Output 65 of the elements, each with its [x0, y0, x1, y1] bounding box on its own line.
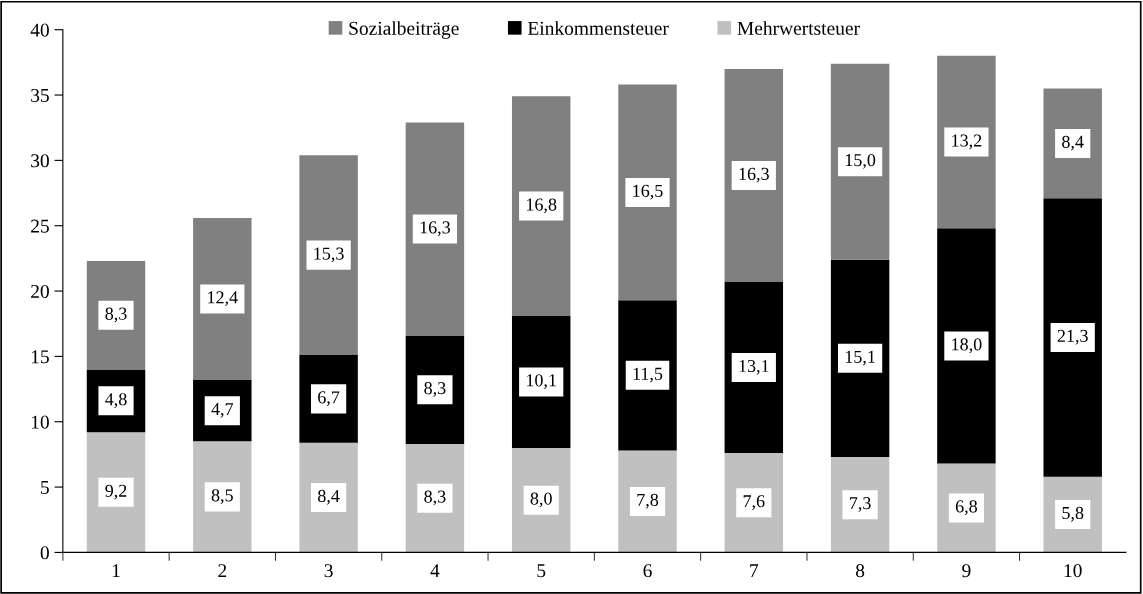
data-label: 9,2 [105, 484, 127, 500]
data-label: 11,5 [633, 367, 663, 383]
data-label: 8,4 [318, 489, 340, 505]
bar [618, 300, 677, 451]
y-tick-label: 15 [31, 350, 49, 364]
legend-label: Mehrwertsteuer [737, 21, 860, 35]
data-label: 4,7 [211, 403, 234, 418]
x-tick-label: 6 [643, 564, 652, 578]
data-label: 8,3 [424, 382, 446, 397]
data-label: 15,1 [845, 350, 875, 366]
bar [830, 259, 890, 458]
y-tick-label: 0 [40, 546, 49, 560]
x-tick-label: 7 [750, 564, 759, 578]
data-label: 5,8 [1062, 506, 1084, 522]
data-label: 18,0 [952, 338, 982, 354]
data-label: 8,5 [211, 489, 233, 504]
bar [724, 68, 784, 282]
bar [405, 122, 465, 336]
data-label: 15,0 [845, 154, 876, 169]
x-tick-label: 5 [537, 564, 546, 578]
x-tick-label: 10 [1064, 564, 1082, 578]
data-label: 8,3 [424, 490, 446, 506]
bar [937, 55, 996, 229]
data-label: 13,1 [739, 359, 769, 375]
data-label: 8,4 [1062, 135, 1084, 151]
data-label: 21,3 [1057, 329, 1088, 345]
y-tick-label: 20 [31, 284, 49, 298]
bar [511, 96, 571, 316]
data-label: 8,3 [105, 307, 127, 323]
bar [724, 281, 784, 454]
data-label: 12,4 [208, 291, 238, 307]
data-label: 8,0 [530, 492, 552, 508]
data-label: 16,3 [420, 221, 450, 237]
data-label: 4,8 [105, 393, 127, 408]
legend-label: Sozialbeiträge [349, 21, 459, 39]
x-tick-label: 2 [218, 564, 227, 578]
y-tick-label: 25 [31, 219, 49, 233]
data-label: 13,2 [952, 134, 982, 150]
bar [299, 155, 358, 356]
bar [937, 228, 996, 464]
data-label: 16,5 [633, 184, 663, 200]
x-tick-label: 9 [962, 564, 971, 578]
x-tick-label: 1 [112, 564, 120, 578]
legend-label: Einkommensteuer [527, 21, 669, 35]
bar [193, 217, 252, 380]
data-label: 7,3 [850, 497, 871, 512]
x-tick-label: 4 [430, 564, 440, 578]
bar [830, 63, 890, 260]
y-tick-label: 5 [41, 481, 49, 495]
data-label: 7,8 [637, 493, 659, 509]
data-label: 16,3 [739, 167, 769, 183]
data-label: 15,3 [314, 247, 344, 263]
data-label: 16,8 [527, 198, 557, 214]
y-tick-label: 10 [31, 415, 49, 429]
x-tick-label: 8 [855, 564, 865, 578]
y-tick-label: 35 [31, 88, 49, 102]
x-tick-label: 3 [324, 564, 333, 578]
y-tick-label: 40 [30, 23, 49, 37]
data-label: 6,7 [318, 391, 340, 406]
data-label: 6,8 [955, 500, 977, 516]
bar [1043, 198, 1102, 477]
data-label: 7,6 [743, 495, 765, 510]
y-tick-label: 30 [31, 154, 49, 168]
bar [618, 84, 677, 301]
data-label: 10,1 [527, 374, 556, 389]
